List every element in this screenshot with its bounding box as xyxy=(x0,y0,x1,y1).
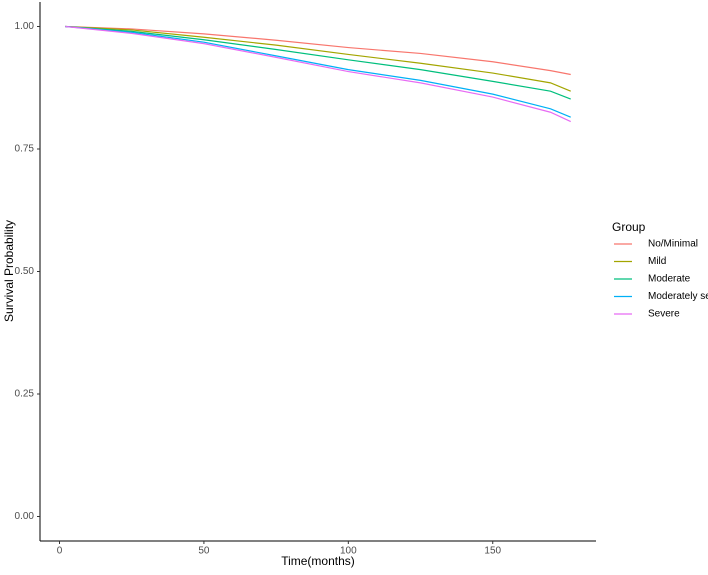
survival-curve xyxy=(65,25,571,100)
y-tick-label: 0.75 xyxy=(15,144,35,155)
legend-label: No/Minimal xyxy=(648,239,698,250)
x-tick-label: 0 xyxy=(57,546,63,557)
x-tick-label: 50 xyxy=(198,546,210,557)
legend-label: Severe xyxy=(648,309,680,320)
survival-curve xyxy=(65,25,571,76)
legend-label: Moderate xyxy=(648,274,691,285)
survival-curve xyxy=(65,25,571,118)
y-tick-label: 1.00 xyxy=(15,21,35,32)
survival-curve xyxy=(65,25,571,92)
y-axis-title: Survival Probability xyxy=(2,220,16,322)
y-tick-label: 0.25 xyxy=(15,389,35,400)
legend-label: Mild xyxy=(648,256,666,267)
y-tick-label: 0.50 xyxy=(15,266,35,277)
x-tick-label: 100 xyxy=(340,546,357,557)
legend-label: Moderately severe xyxy=(648,291,708,302)
x-axis-title: Time(months) xyxy=(281,554,355,568)
survival-curve xyxy=(65,25,571,123)
legend-title: Group xyxy=(612,220,646,234)
y-tick-label: 0.00 xyxy=(15,511,35,522)
x-tick-label: 150 xyxy=(484,546,501,557)
